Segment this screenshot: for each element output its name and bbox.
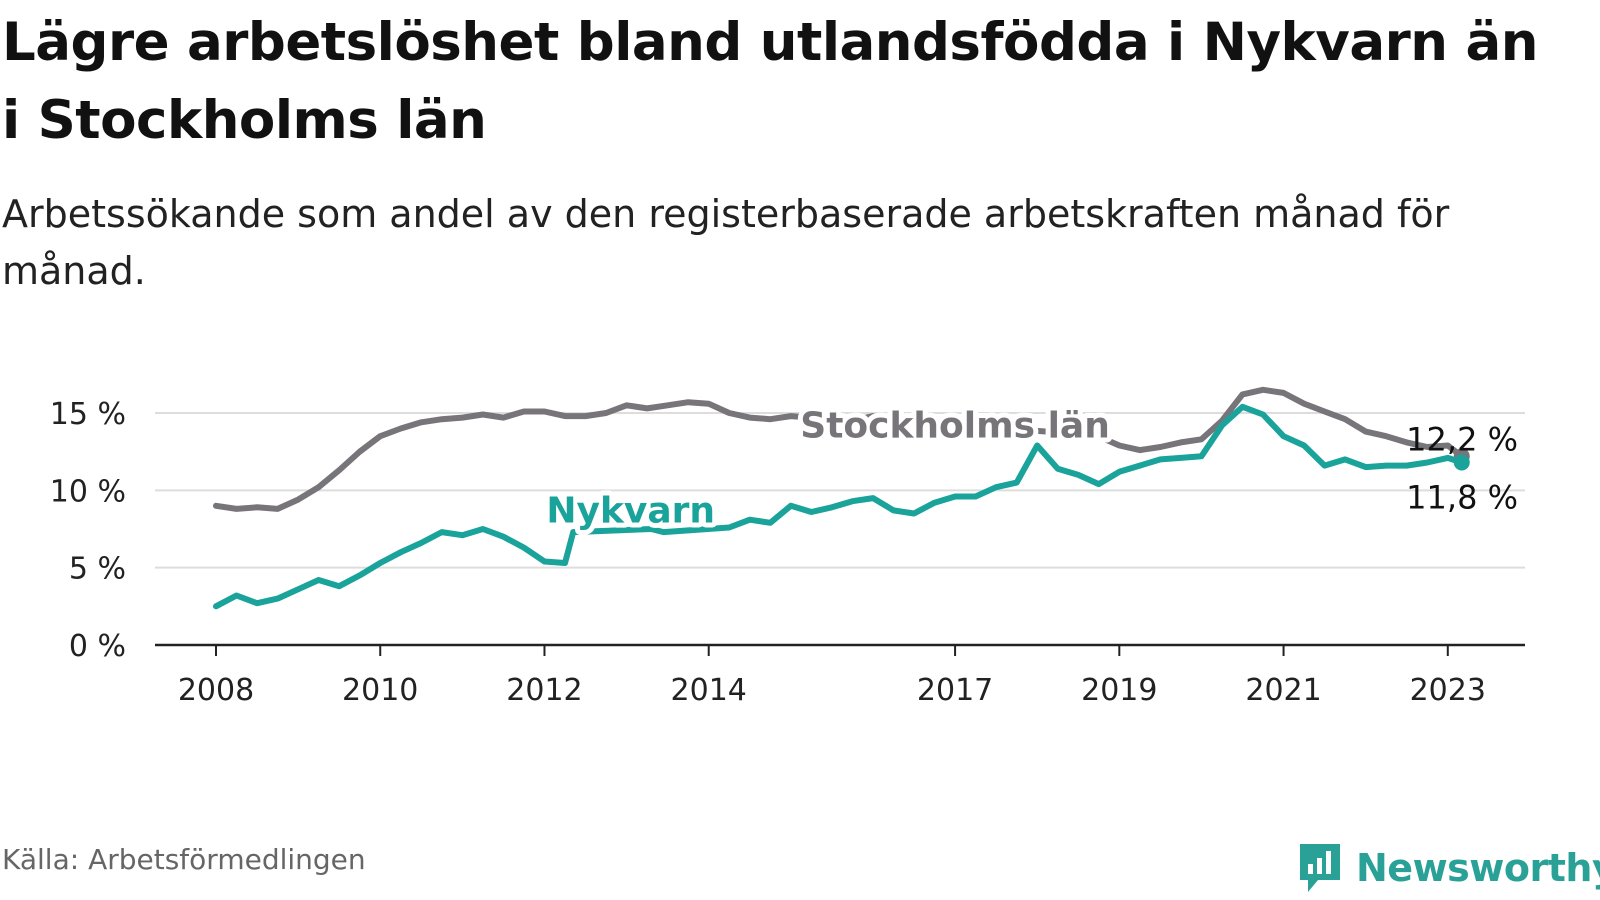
x-tick-label: 2021 — [1245, 673, 1321, 708]
series-lines — [213, 386, 1470, 610]
source-note: Källa: Arbetsförmedlingen — [2, 843, 366, 876]
series-line-stockholms-län — [213, 386, 1465, 512]
chart-title: Lägre arbetslöshet bland utlandsfödda i … — [2, 12, 1538, 151]
x-tick-label: 2008 — [178, 673, 254, 708]
x-axis: 2008 2010 2012 2014 2017 2019 2021 2023 — [155, 643, 1525, 708]
newsworthy-logo-icon — [1300, 844, 1340, 892]
brand-logo[interactable]: Newsworthy — [1296, 838, 1600, 898]
x-tick-label: 2010 — [342, 673, 418, 708]
y-tick-label: 5 % — [69, 552, 126, 587]
series-endpoint — [1453, 454, 1470, 471]
chart-subtitle: Arbetssökande som andel av den registerb… — [2, 192, 1450, 293]
y-tick-label: 0 % — [69, 629, 126, 664]
brand-name: Newsworthy — [1356, 846, 1600, 890]
x-tick-label: 2014 — [671, 673, 747, 708]
y-tick-label: 15 % — [50, 397, 126, 432]
x-tick-label: 2017 — [917, 673, 993, 708]
x-tick-label: 2012 — [506, 673, 582, 708]
series-line-nykvarn — [213, 403, 1465, 610]
series-name-label: Nykvarn — [546, 490, 715, 531]
x-tick-label: 2023 — [1410, 673, 1486, 708]
end-label-stockholm: 12,2 % — [1406, 420, 1518, 458]
line-chart: 0 %5 %10 %15 % 2008 2010 2012 2014 2017 2019 2… — [50, 386, 1525, 708]
annotations: 12,2 % 11,8 % Stockholms län Nykvarn — [541, 400, 1518, 536]
gridlines: 0 % 5 % 10 % 15 % — [50, 397, 1525, 664]
series-name-label: Stockholms län — [800, 405, 1110, 446]
y-tick-label: 10 % — [50, 474, 126, 509]
x-tick-label: 2019 — [1081, 673, 1157, 708]
end-label-nykvarn: 11,8 % — [1406, 478, 1518, 516]
